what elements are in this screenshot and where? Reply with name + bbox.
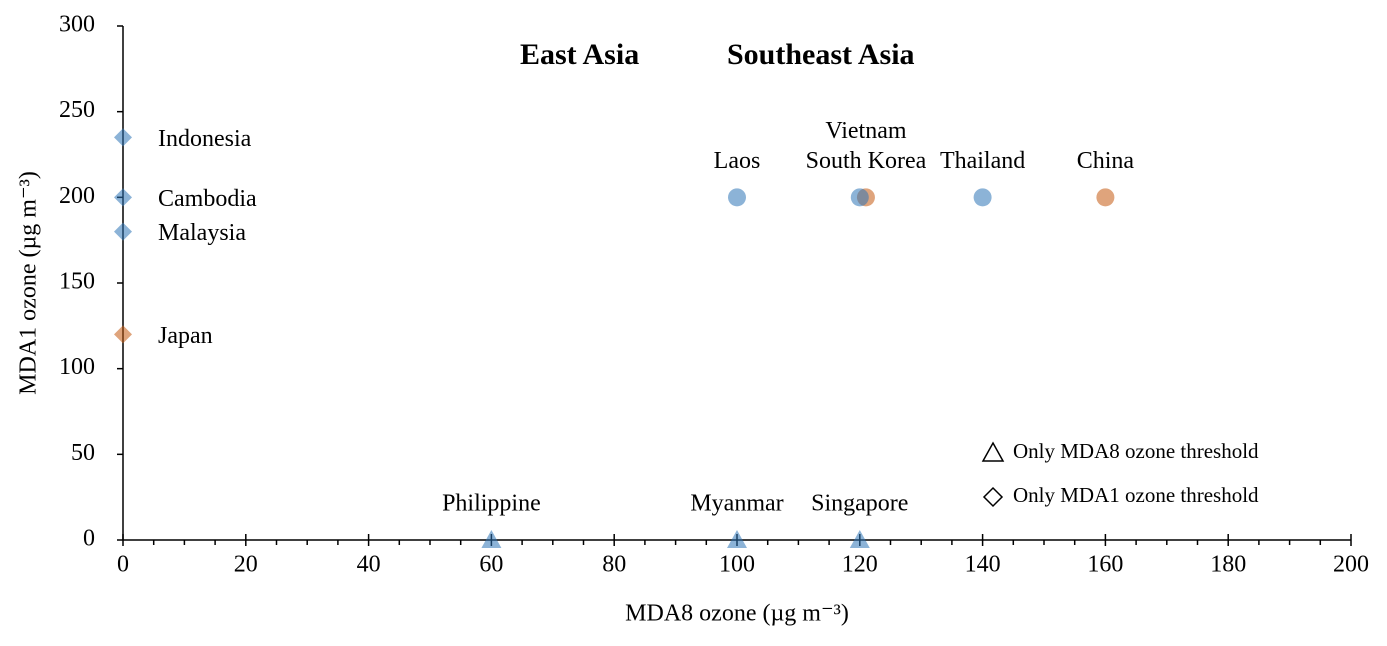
x-tick-label: 180 bbox=[1210, 552, 1246, 578]
point bbox=[114, 128, 132, 147]
y-tick-label: 150 bbox=[59, 269, 95, 295]
point bbox=[727, 530, 747, 548]
point-label: Japan bbox=[158, 323, 213, 349]
y-tick-label: 100 bbox=[59, 354, 95, 380]
point-label: Cambodia bbox=[158, 186, 257, 212]
y-tick-label: 200 bbox=[59, 183, 95, 209]
point-label: Vietnam bbox=[825, 118, 907, 144]
x-tick-label: 20 bbox=[234, 552, 258, 578]
legend-marker bbox=[982, 486, 1004, 508]
legend-entry: Southeast Asia bbox=[727, 38, 915, 71]
point-label: Malaysia bbox=[158, 220, 246, 246]
x-tick-label: 40 bbox=[357, 552, 381, 578]
point-label: Laos bbox=[714, 148, 761, 174]
point-label: Singapore bbox=[811, 491, 908, 517]
point bbox=[973, 188, 992, 207]
point bbox=[728, 188, 746, 207]
point-label: Thailand bbox=[940, 148, 1025, 174]
y-tick-label: 250 bbox=[59, 97, 95, 123]
point bbox=[850, 188, 869, 207]
x-tick-label: 100 bbox=[719, 552, 755, 578]
point-label: China bbox=[1077, 148, 1135, 174]
x-tick-label: 120 bbox=[842, 552, 878, 578]
legend-label: Only MDA8 ozone threshold bbox=[1013, 439, 1259, 463]
point bbox=[114, 222, 132, 241]
x-tick-label: 160 bbox=[1087, 552, 1123, 578]
x-tick-label: 0 bbox=[117, 552, 129, 578]
point bbox=[114, 188, 132, 207]
legend-marker bbox=[981, 441, 1005, 462]
point bbox=[114, 325, 132, 344]
y-axis-label: MDA1 ozone (µg m⁻³) bbox=[16, 171, 42, 395]
point-label: Philippine bbox=[442, 491, 541, 517]
y-tick-label: 300 bbox=[59, 12, 95, 38]
x-tick-label: 60 bbox=[479, 552, 503, 578]
x-tick-label: 140 bbox=[965, 552, 1001, 578]
point-label: Indonesia bbox=[158, 126, 252, 152]
point bbox=[849, 530, 870, 548]
legend-entry: East Asia bbox=[520, 38, 639, 71]
point-label: Myanmar bbox=[690, 491, 783, 517]
x-tick-label: 200 bbox=[1333, 552, 1369, 578]
y-tick-label: 0 bbox=[83, 526, 95, 552]
x-axis-label: MDA8 ozone (µg m⁻³) bbox=[625, 601, 849, 627]
point-label: South Korea bbox=[806, 148, 927, 174]
y-tick-label: 50 bbox=[71, 440, 95, 466]
x-tick-label: 80 bbox=[602, 552, 626, 578]
point bbox=[481, 530, 502, 548]
legend-label: Only MDA1 ozone threshold bbox=[1013, 483, 1259, 507]
point bbox=[1096, 188, 1115, 207]
